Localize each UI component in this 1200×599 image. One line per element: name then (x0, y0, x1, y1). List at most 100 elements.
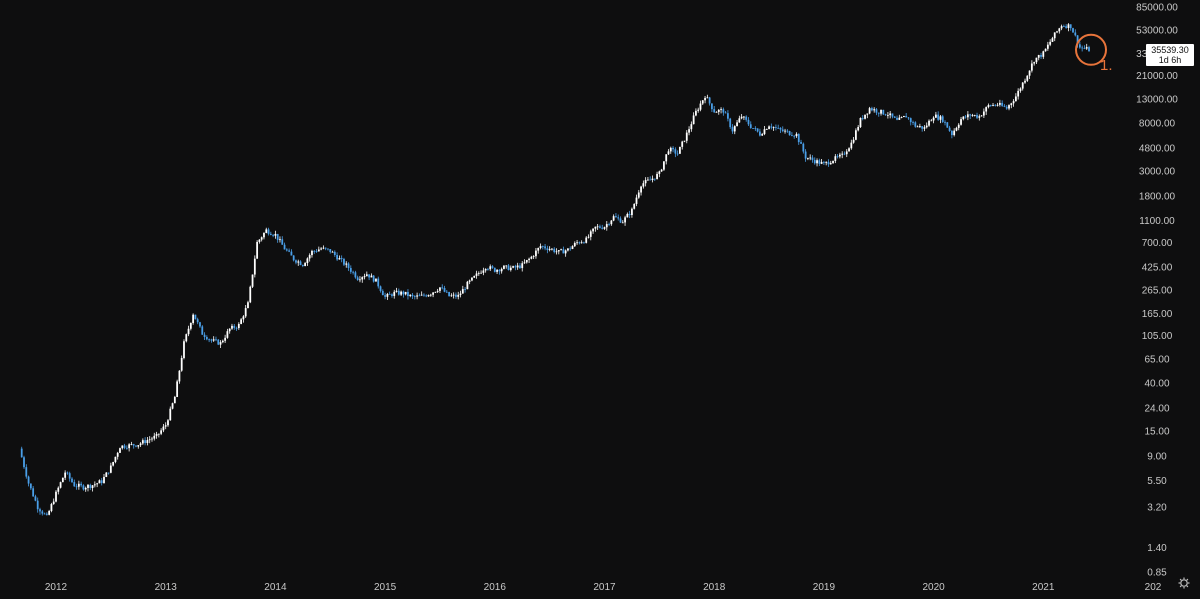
gear-icon[interactable] (1178, 577, 1190, 589)
candle-body (93, 484, 96, 486)
candle-body (914, 122, 917, 127)
candle-body (208, 339, 211, 341)
candle-body (838, 154, 841, 157)
candle-body (765, 129, 768, 130)
candle-body (386, 293, 389, 297)
candle-body (886, 115, 889, 116)
candle-body (68, 473, 71, 479)
candle-body (704, 97, 706, 101)
candle-body (804, 151, 807, 159)
candle-body (199, 322, 201, 327)
candle-body (763, 129, 766, 135)
candle-body (690, 124, 693, 130)
candle-body (715, 111, 718, 113)
candle-body (736, 122, 738, 127)
y-tick-label: 700.00 (1142, 238, 1173, 249)
candle-body (240, 319, 243, 324)
candle-body (950, 130, 953, 136)
candle-body (1072, 28, 1074, 33)
candle-body (464, 289, 466, 290)
candle-body (418, 295, 421, 297)
candle-body (194, 314, 197, 320)
y-tick-label: 3000.00 (1139, 167, 1176, 178)
candle-body (683, 140, 686, 142)
candle-body (338, 258, 341, 260)
candle-body (253, 258, 256, 275)
candle-body (313, 250, 316, 252)
candle-body (752, 127, 754, 129)
candle-body (315, 251, 318, 252)
candle-body (1010, 103, 1013, 106)
candle-body (672, 147, 674, 150)
candle-body (448, 291, 450, 297)
candle-body (1008, 105, 1010, 109)
candle-body (665, 154, 668, 162)
candle-body (884, 114, 887, 116)
candle-body (461, 289, 464, 294)
candle-body (697, 109, 700, 111)
candle-body (555, 251, 558, 253)
candle-body (692, 115, 695, 125)
candle-body (612, 216, 615, 221)
candle-body (397, 290, 400, 295)
candle-body (178, 370, 181, 382)
candle-body (930, 120, 933, 122)
x-axis[interactable]: 2012 2013 2014 2015 2016 2017 2018 2019 2020 2021… (45, 582, 1162, 593)
candle-body (873, 109, 876, 111)
candle-body (285, 249, 288, 251)
candle-body (934, 114, 937, 118)
candle-body (1074, 32, 1077, 36)
candle-body (331, 251, 334, 253)
candle-body (1069, 24, 1072, 29)
candle-body (66, 472, 69, 474)
candle-body (100, 480, 103, 483)
candle-body (187, 328, 190, 335)
candle-body (708, 97, 711, 104)
candle-body (642, 183, 645, 187)
candle-body (793, 135, 796, 137)
candle-body (107, 472, 110, 474)
candle-body (244, 308, 247, 317)
candle-body (925, 125, 928, 128)
candle-body (660, 169, 663, 172)
candle-body (409, 294, 412, 297)
candle-body (1014, 96, 1017, 102)
candle-body (493, 267, 496, 272)
candle-body (779, 127, 782, 130)
candle-body (882, 109, 885, 115)
candle-body (864, 114, 866, 119)
candle-body (71, 478, 73, 483)
candle-body (219, 342, 222, 345)
candle-body (775, 127, 777, 128)
candle-body (663, 161, 665, 170)
candle-body (509, 267, 512, 271)
candle-body (379, 286, 382, 291)
candle-body (164, 425, 167, 427)
candle-body (537, 247, 540, 251)
y-tick-label: 9.00 (1147, 452, 1167, 463)
candle-body (567, 248, 569, 251)
candle-body (722, 109, 725, 113)
candle-body (946, 122, 949, 128)
candle-body (820, 162, 823, 164)
annotation-label: 1. (1100, 57, 1113, 74)
candle-body (617, 217, 620, 219)
candle-body (848, 148, 850, 152)
candle-body (395, 290, 398, 292)
candle-body (370, 275, 373, 278)
candle-body (633, 203, 636, 209)
candle-body (1049, 41, 1052, 45)
candle-body (939, 116, 942, 120)
y-tick-label: 105.00 (1142, 331, 1173, 342)
candle-body (320, 248, 323, 250)
candle-body (681, 141, 684, 147)
candle-body (685, 132, 688, 141)
candle-body (487, 268, 489, 270)
y-tick-label: 4800.00 (1139, 144, 1176, 155)
candle-body (1001, 102, 1004, 106)
y-axis[interactable]: 85000.0053000.0033000.0021000.0013000.00… (1136, 3, 1178, 579)
candle-body (898, 117, 901, 120)
candle-body (512, 266, 514, 268)
